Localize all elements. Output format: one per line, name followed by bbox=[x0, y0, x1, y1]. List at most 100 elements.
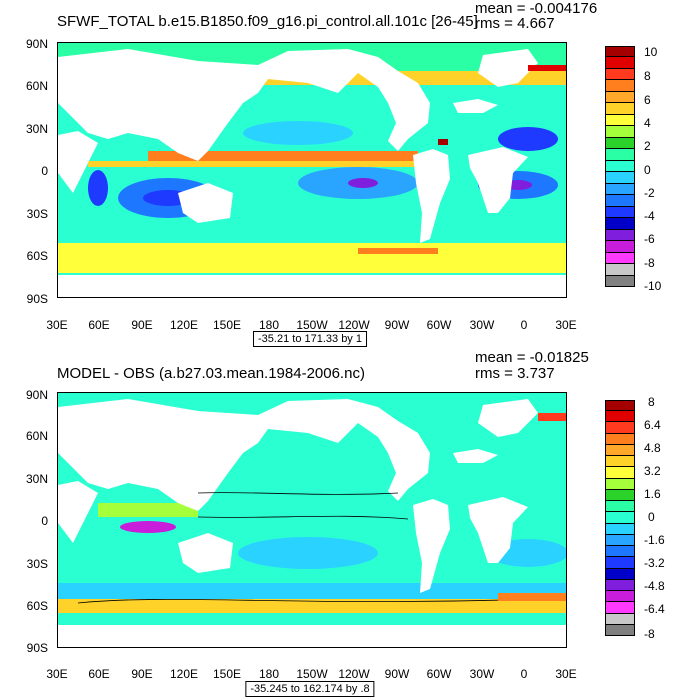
colorbar-label: -8 bbox=[644, 256, 655, 270]
lat-label: 90S bbox=[26, 292, 48, 306]
lon-label: 30W bbox=[469, 667, 495, 681]
colorbar-label: 6.4 bbox=[644, 418, 661, 432]
colorbar-swatch bbox=[605, 172, 635, 184]
colorbar-swatch bbox=[605, 400, 635, 412]
colorbar-swatch bbox=[605, 557, 635, 569]
lon-label: 180 bbox=[258, 667, 280, 681]
panel-total-sfwf: SFWF_TOTAL b.e15.B1850.f09_g16.pi_contro… bbox=[25, 0, 661, 347]
lon-label: 30E bbox=[46, 318, 68, 332]
colorbar-swatch bbox=[605, 80, 635, 92]
colorbar-swatch bbox=[605, 602, 635, 614]
colorbar bbox=[605, 400, 635, 636]
lat-label: 0 bbox=[41, 164, 48, 178]
colorbar-label: 6 bbox=[644, 93, 651, 107]
ocean-map bbox=[57, 392, 567, 648]
colorbar-label: 10 bbox=[644, 45, 658, 59]
colorbar-swatch bbox=[605, 411, 635, 423]
lat-label: 90N bbox=[25, 37, 48, 51]
lon-label: 150E bbox=[212, 667, 242, 681]
lon-label: 30W bbox=[469, 318, 495, 332]
colorbar-swatch bbox=[605, 624, 635, 636]
colorbar-swatch bbox=[605, 103, 635, 115]
colorbar-swatch bbox=[605, 523, 635, 535]
lat-label: 30S bbox=[26, 557, 48, 571]
lon-label: 120W bbox=[338, 667, 370, 681]
lat-label: 60N bbox=[25, 79, 48, 93]
colorbar-swatch bbox=[605, 444, 635, 457]
colorbar-swatch bbox=[605, 546, 635, 558]
colorbar-label: -2 bbox=[644, 186, 655, 200]
lon-label: 120E bbox=[169, 667, 199, 681]
colorbar-swatch bbox=[605, 489, 635, 502]
lon-label: 150W bbox=[296, 318, 328, 332]
colorbar-swatch bbox=[605, 91, 635, 104]
map-field bbox=[58, 393, 566, 647]
contour-info: -35.245 to 162.174 by .8 bbox=[245, 681, 375, 697]
lat-label: 60S bbox=[26, 599, 48, 613]
colorbar-swatch bbox=[605, 478, 635, 490]
colorbar-label: 8 bbox=[648, 395, 655, 409]
map-field bbox=[58, 43, 566, 297]
lat-label: 90S bbox=[26, 641, 48, 655]
colorbar bbox=[605, 46, 635, 287]
colorbar-swatch bbox=[605, 218, 635, 230]
colorbar-swatch bbox=[605, 68, 635, 81]
rms-stat: rms = 4.667 bbox=[475, 15, 555, 32]
lat-label: 0 bbox=[41, 514, 48, 528]
colorbar-swatch bbox=[605, 137, 635, 150]
lon-label: 150E bbox=[212, 318, 242, 332]
lon-label: 90W bbox=[384, 667, 410, 681]
lat-label: 60S bbox=[26, 249, 48, 263]
colorbar-swatch bbox=[605, 568, 635, 580]
lon-label: 60E bbox=[88, 318, 110, 332]
colorbar-label: -4 bbox=[644, 209, 655, 223]
colorbar-swatch bbox=[605, 579, 635, 592]
colorbar-label: -3.2 bbox=[644, 556, 665, 570]
land-mask bbox=[58, 399, 538, 593]
colorbar-swatch bbox=[605, 613, 635, 625]
lon-label: 60W bbox=[426, 667, 452, 681]
mean-stat: mean = -0.004176 bbox=[475, 0, 598, 17]
colorbar-label: 1.6 bbox=[644, 487, 661, 501]
colorbar-swatch bbox=[605, 433, 635, 445]
lat-label: 30N bbox=[25, 122, 48, 136]
colorbar-swatch bbox=[605, 206, 635, 219]
lon-label: 90E bbox=[131, 318, 153, 332]
land-mask bbox=[58, 49, 538, 243]
contour-info: -35.21 to 171.33 by 1 bbox=[253, 331, 367, 347]
colorbar-swatch bbox=[605, 275, 635, 287]
colorbar-label: 0 bbox=[644, 163, 651, 177]
colorbar-swatch bbox=[605, 591, 635, 603]
lon-label: 60E bbox=[88, 667, 110, 681]
colorbar-label: -8 bbox=[644, 627, 655, 641]
colorbar-swatch bbox=[605, 456, 635, 468]
colorbar-swatch bbox=[605, 126, 635, 138]
lon-label: 90E bbox=[131, 667, 153, 681]
panel-title: SFWF_TOTAL b.e15.B1850.f09_g16.pi_contro… bbox=[57, 13, 478, 30]
colorbar-label: 8 bbox=[644, 69, 651, 83]
colorbar-swatch bbox=[605, 229, 635, 242]
lon-label: 120W bbox=[338, 318, 370, 332]
lon-label: 180 bbox=[258, 318, 280, 332]
colorbar-label: -6.4 bbox=[644, 602, 665, 616]
colorbar-label: 4 bbox=[644, 116, 651, 130]
colorbar-swatch bbox=[605, 512, 635, 524]
lon-label: 0 bbox=[520, 318, 528, 332]
colorbar-swatch bbox=[605, 160, 635, 173]
lon-label: 90W bbox=[384, 318, 410, 332]
mean-stat: mean = -0.01825 bbox=[475, 349, 589, 366]
colorbar-swatch bbox=[605, 46, 635, 58]
colorbar-swatch bbox=[605, 114, 635, 127]
colorbar-label: 4.8 bbox=[644, 441, 661, 455]
lon-label: 150W bbox=[296, 667, 328, 681]
rms-stat: rms = 3.737 bbox=[475, 365, 555, 382]
colorbar-swatch bbox=[605, 241, 635, 253]
colorbar-swatch bbox=[605, 467, 635, 479]
lat-label: 90N bbox=[25, 388, 48, 402]
colorbar-label: -6 bbox=[644, 232, 655, 246]
colorbar-label: -1.6 bbox=[644, 533, 665, 547]
colorbar-label: 3.2 bbox=[644, 464, 661, 478]
lon-label: 30E bbox=[555, 318, 577, 332]
ocean-map bbox=[57, 42, 567, 298]
colorbar-swatch bbox=[605, 422, 635, 434]
